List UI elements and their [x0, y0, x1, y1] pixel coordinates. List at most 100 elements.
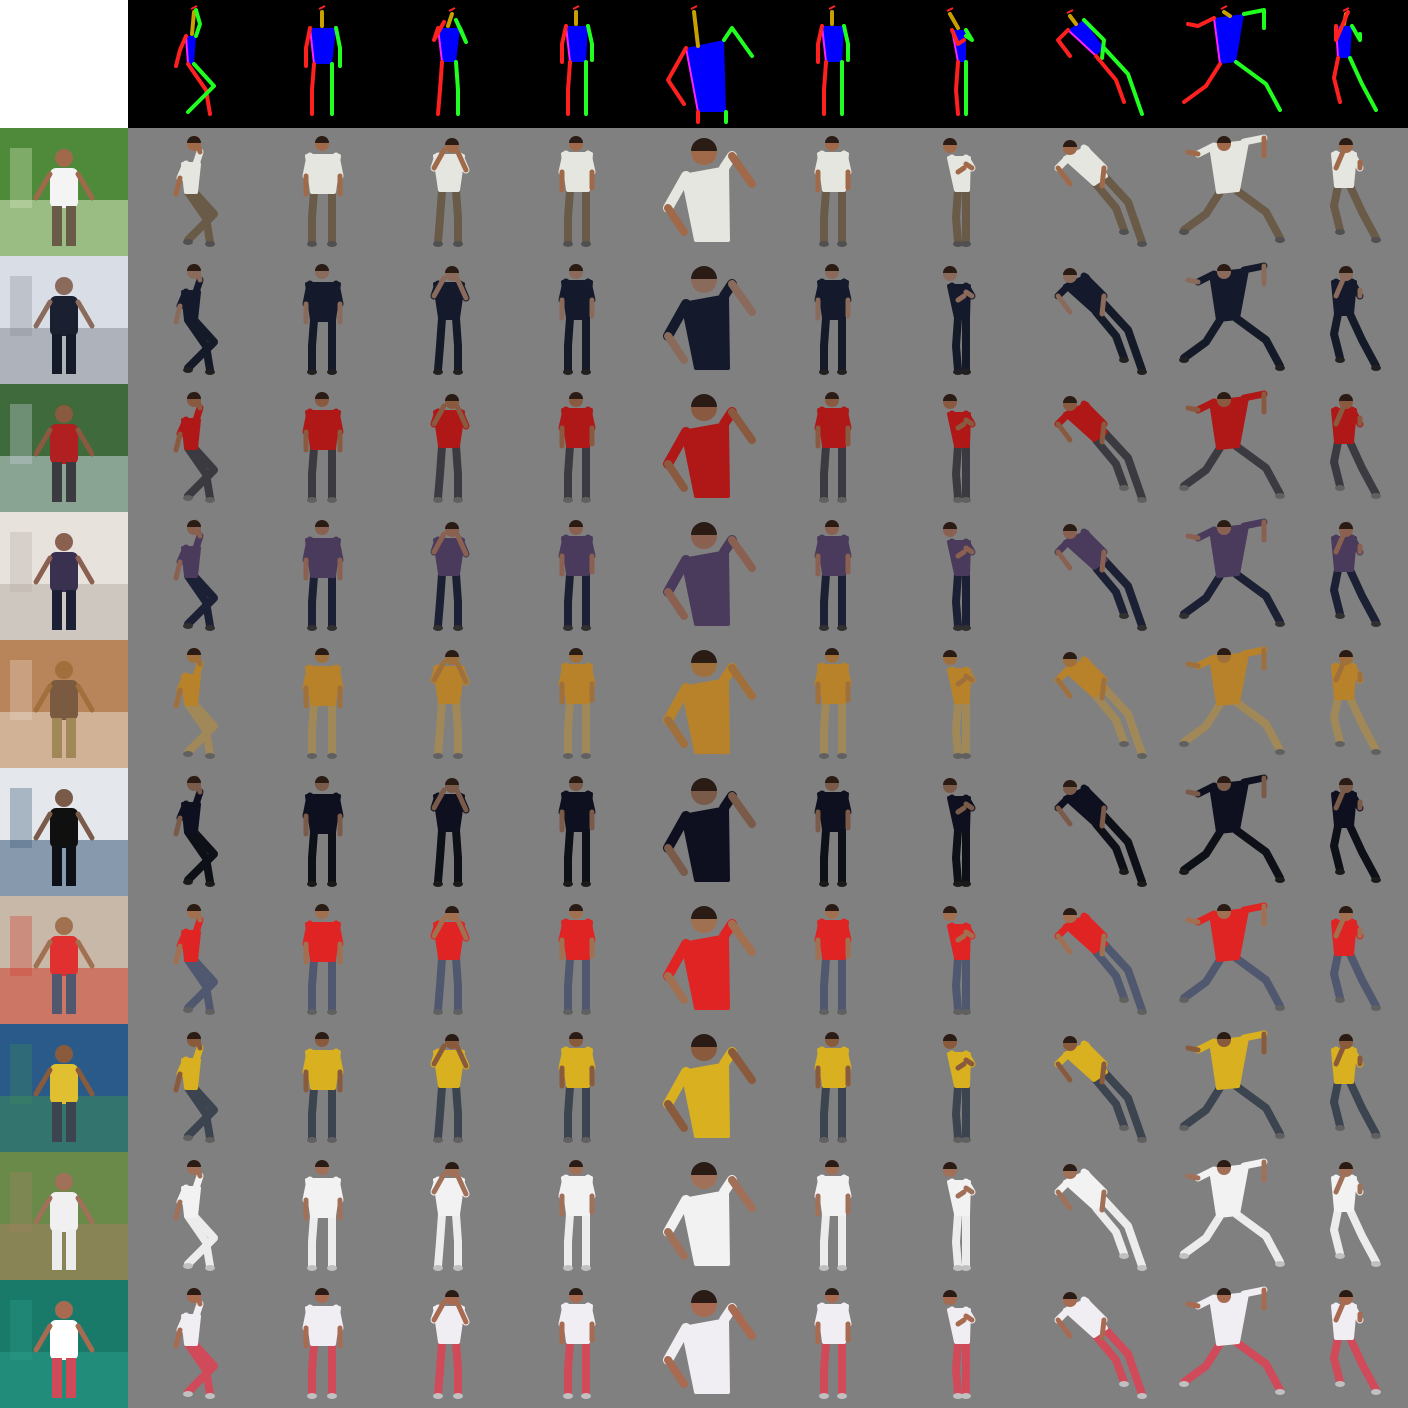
generated-person-r9-c3 [430, 1162, 470, 1271]
generated-left-leg [184, 572, 218, 628]
generated-shoe [453, 625, 463, 631]
photo-person-leg [52, 1358, 62, 1398]
source-photo-snow-group-black [0, 768, 128, 896]
generated-person-r6-c10 [1330, 777, 1381, 883]
generated-hair [1063, 140, 1077, 147]
pose-right-leg [954, 60, 960, 116]
generated-shoe [183, 239, 193, 245]
generated-right-leg [1180, 188, 1224, 234]
generated-left-arm-sleeve [584, 918, 596, 944]
photo-person-leg [52, 1102, 62, 1142]
generated-person-r4-c7 [943, 522, 976, 631]
generated-shoe [205, 241, 215, 247]
photo-person-arm [75, 171, 95, 201]
pose-torso-edge [185, 35, 189, 65]
generated-shoe [581, 1393, 591, 1399]
generated-left-leg [184, 1340, 218, 1396]
generated-person-r8-c5 [663, 1034, 756, 1138]
generated-right-leg [1180, 1340, 1224, 1386]
generated-shoe [581, 1265, 591, 1271]
generated-torso [433, 282, 465, 320]
generated-shoe [453, 753, 463, 759]
pose-skeleton-7 [946, 7, 974, 116]
generated-torso [561, 280, 593, 320]
generated-shoe [1371, 1133, 1381, 1139]
generated-right-arm-sleeve [814, 278, 826, 304]
generated-hair [1217, 520, 1231, 527]
generated-right-leg [1330, 950, 1344, 1002]
pose-right-arm [432, 20, 446, 42]
generated-person-r1-c3 [430, 138, 470, 247]
photo-person-leg [66, 206, 76, 246]
generated-left-arm-forearm [963, 1313, 975, 1323]
photo-person-arm [33, 683, 53, 713]
generated-shoe [953, 497, 963, 503]
generated-shoe [1119, 613, 1129, 619]
generated-person-r5-c8 [1054, 652, 1147, 759]
generated-shoe [327, 1265, 337, 1271]
generated-right-arm-forearm [955, 1317, 967, 1327]
generated-shoe [1179, 229, 1189, 235]
generated-torso [561, 792, 593, 832]
generated-person-r7-c3 [430, 906, 470, 1015]
generated-shoe [1371, 365, 1381, 371]
generated-left-arm-forearm [453, 401, 469, 429]
pose-torso [438, 28, 460, 62]
generated-shoe [837, 1009, 847, 1015]
photo-person-leg [66, 334, 76, 374]
generated-shoe [1275, 1005, 1285, 1011]
generated-hair [569, 1160, 583, 1167]
generated-shoe [453, 1265, 463, 1271]
pose-right-arm [666, 46, 688, 106]
generated-torso [433, 538, 465, 576]
generated-right-arm-sleeve [814, 534, 826, 560]
generated-shoe [819, 881, 829, 887]
generated-hair [691, 266, 717, 279]
generated-shoe [1335, 229, 1345, 235]
generated-hair [1339, 906, 1353, 913]
generated-shoe [1371, 237, 1381, 243]
generated-shoe [453, 1137, 463, 1143]
generated-shoe [837, 753, 847, 759]
generated-torso [1209, 652, 1249, 706]
generated-person-r2-c1 [173, 263, 218, 375]
generated-shoe [307, 241, 317, 247]
generated-hair [445, 650, 459, 657]
generated-left-arm-forearm [1099, 1189, 1107, 1213]
generated-left-arm-sleeve [1080, 1040, 1108, 1068]
generated-right-arm-forearm [1055, 1061, 1073, 1083]
generated-shoe [1335, 997, 1345, 1003]
generated-right-arm-forearm [1055, 677, 1073, 699]
photo-person-leg [66, 462, 76, 502]
generated-person-r2-c9 [1179, 262, 1285, 371]
generated-left-arm-sleeve [1080, 656, 1108, 684]
generated-left-arm-sleeve [584, 1174, 596, 1200]
generated-left-arm-sleeve [584, 406, 596, 432]
photo-person-leg [52, 974, 62, 1014]
generated-right-arm-forearm [173, 1071, 183, 1093]
generated-shoe [183, 879, 193, 885]
generated-left-leg [1346, 822, 1380, 882]
generated-person-r10-c10 [1330, 1289, 1381, 1395]
pose-right-leg [822, 60, 828, 116]
generated-hair [1063, 524, 1077, 531]
generated-shoe [307, 1265, 317, 1271]
generated-shoe [307, 369, 317, 375]
generated-torso [681, 1318, 730, 1394]
generated-left-arm-forearm [963, 417, 975, 427]
generated-person-r6-c2 [302, 776, 344, 887]
photo-person-head [55, 149, 73, 167]
generated-hair [1339, 778, 1353, 785]
generated-shoe [433, 753, 443, 759]
pose-left-leg [454, 60, 460, 116]
photo-person-arm [33, 811, 53, 841]
generated-right-leg [1092, 308, 1128, 362]
generated-shoe [1137, 369, 1147, 375]
generated-left-leg [184, 700, 218, 756]
source-photo-drawing [0, 384, 128, 512]
generated-left-arm-sleeve [584, 1302, 596, 1328]
generated-right-arm-sleeve [814, 662, 826, 688]
generated-left-leg [1346, 566, 1380, 626]
generated-left-arm-sleeve [332, 1176, 344, 1204]
